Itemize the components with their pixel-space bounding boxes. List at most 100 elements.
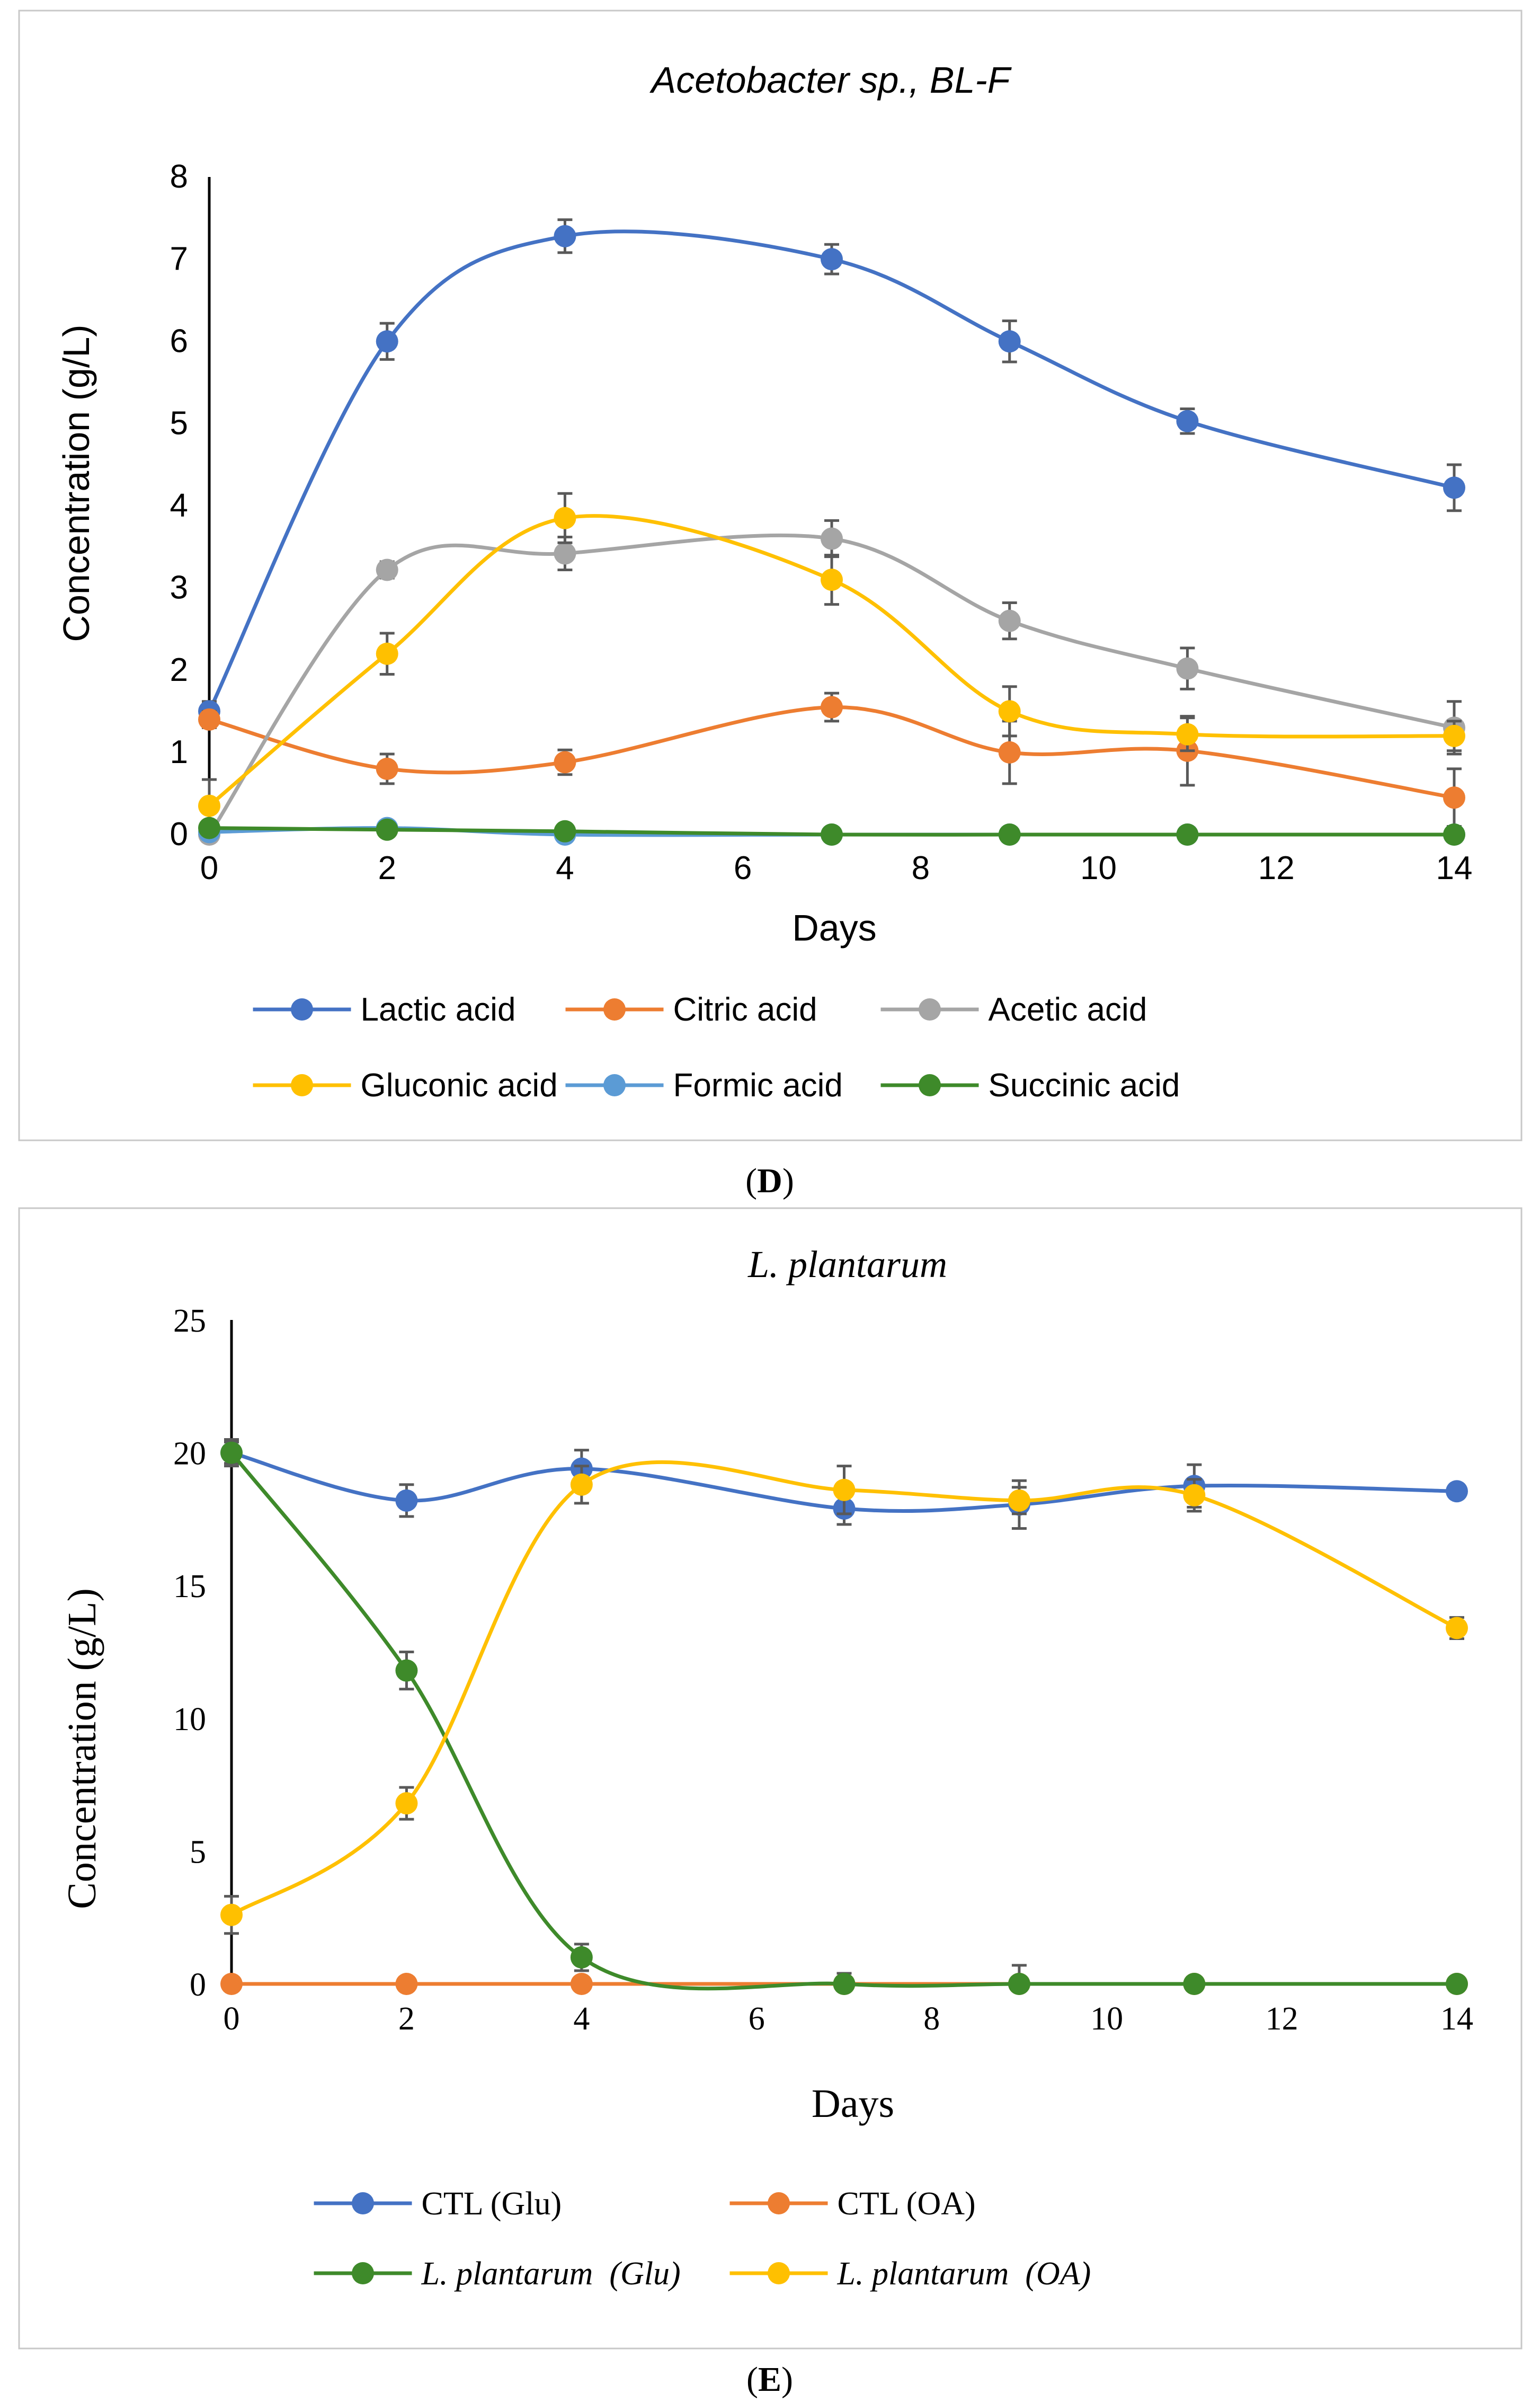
data-point <box>570 1946 593 1969</box>
legend-marker <box>919 998 941 1021</box>
x-tick-label: 14 <box>1436 850 1473 887</box>
x-tick-label: 8 <box>912 850 930 887</box>
data-point <box>376 818 398 841</box>
x-tick-label: 10 <box>1090 2001 1123 2037</box>
legend-entry: Gluconic acid <box>253 1067 558 1104</box>
legend-marker <box>291 1074 313 1096</box>
legend-marker <box>352 2192 374 2214</box>
data-point <box>821 527 843 550</box>
x-tick-label: 14 <box>1440 2001 1473 2037</box>
data-point <box>376 642 398 665</box>
legend-label: L. plantarum (Glu) <box>421 2256 681 2292</box>
data-point <box>570 1473 593 1496</box>
series-citric-acid <box>198 692 1465 828</box>
x-tick-label: 8 <box>923 2001 940 2037</box>
data-point <box>1443 476 1465 499</box>
legend-entry: Succinic acid <box>880 1067 1180 1104</box>
data-point <box>821 823 843 846</box>
panel-d-series <box>198 218 1465 846</box>
y-tick-label: 5 <box>190 1834 206 1870</box>
panel-d: Acetobacter sp., BL-F Concentration (g/L… <box>18 10 1523 1141</box>
legend-entry: Citric acid <box>565 991 817 1028</box>
data-point <box>1176 657 1199 680</box>
panel-d-xlabel: Days <box>792 907 876 949</box>
y-tick-label: 4 <box>170 488 188 524</box>
panel-d-caption-letter: D <box>757 1162 782 1200</box>
data-point <box>1176 823 1199 846</box>
x-tick-label: 2 <box>378 850 396 887</box>
legend-marker <box>352 2262 374 2284</box>
panel-e-series <box>220 1438 1468 1995</box>
data-point <box>220 1903 243 1926</box>
y-tick-label: 7 <box>170 241 188 277</box>
data-point <box>198 794 220 817</box>
data-point <box>998 609 1021 632</box>
y-tick-label: 0 <box>190 1967 206 2003</box>
data-point <box>1183 1484 1206 1506</box>
data-point <box>1446 1973 1468 1995</box>
legend-label: CTL (Glu) <box>422 2186 562 2222</box>
data-point <box>1176 410 1199 432</box>
y-tick-label: 20 <box>173 1436 206 1472</box>
x-tick-label: 6 <box>749 2001 765 2037</box>
x-tick-label: 4 <box>556 850 574 887</box>
data-point <box>1183 1973 1206 1995</box>
legend-entry: Acetic acid <box>880 991 1147 1028</box>
data-point <box>833 1973 856 1995</box>
data-point <box>570 1973 593 1995</box>
panel-e-axes: 0 5 10 15 20 25 0 2 4 6 8 10 12 14 <box>173 1303 1473 2037</box>
legend-entry: Formic acid <box>565 1067 843 1104</box>
data-point <box>998 741 1021 764</box>
panel-e-title: L. plantarum <box>747 1243 947 1286</box>
series-lactic-acid <box>198 218 1465 723</box>
data-point <box>821 569 843 591</box>
data-point <box>1008 1489 1030 1512</box>
legend-entry: L. plantarum (Glu) <box>314 2256 681 2292</box>
y-tick-label: 3 <box>170 570 188 606</box>
legend-marker <box>768 2192 790 2214</box>
data-point <box>554 542 576 565</box>
data-point <box>1443 823 1465 846</box>
data-point <box>1443 724 1465 747</box>
legend-entry: Lactic acid <box>253 991 516 1028</box>
data-point <box>821 696 843 719</box>
data-point <box>376 757 398 780</box>
data-point <box>554 751 576 774</box>
data-point <box>395 1489 418 1512</box>
y-tick-label: 10 <box>173 1701 206 1738</box>
series-succinic-acid <box>198 817 1465 846</box>
y-tick-label: 6 <box>170 323 188 359</box>
data-point <box>1443 786 1465 809</box>
x-tick-label: 0 <box>224 2001 240 2037</box>
data-point <box>554 507 576 529</box>
panel-e-frame <box>18 1207 1523 2350</box>
panel-e: L. plantarum Concentration (g/L) Days 0 5… <box>18 1207 1523 2350</box>
panel-d-caption: (D) <box>745 1162 794 1200</box>
y-tick-label: 5 <box>170 405 188 441</box>
panel-e-xlabel: Days <box>812 2081 894 2126</box>
data-point <box>833 1478 856 1501</box>
data-point <box>198 817 220 839</box>
data-point <box>1008 1973 1030 1995</box>
data-point <box>554 820 576 843</box>
legend-label: Acetic acid <box>989 991 1147 1028</box>
legend-marker <box>603 1074 626 1096</box>
data-point <box>376 559 398 581</box>
y-tick-label: 25 <box>173 1303 206 1339</box>
data-point <box>554 225 576 247</box>
legend-label: L. plantarum (OA) <box>837 2256 1091 2292</box>
data-point <box>220 1441 243 1464</box>
x-tick-label: 10 <box>1080 850 1117 887</box>
data-point <box>998 700 1021 723</box>
data-point <box>998 823 1021 846</box>
panel-e-legend: CTL (Glu) CTL (OA) L. plantarum (Glu) L. pl… <box>314 2186 1091 2292</box>
data-point <box>998 330 1021 353</box>
panel-e-ylabel: Concentration (g/L) <box>60 1588 104 1909</box>
panel-e-caption-letter: E <box>758 2360 781 2399</box>
data-point <box>395 1973 418 1995</box>
legend-entry: L. plantarum (OA) <box>729 2256 1091 2292</box>
legend-label: Lactic acid <box>361 991 516 1028</box>
legend-label: Formic acid <box>673 1067 843 1104</box>
data-point <box>395 1792 418 1815</box>
